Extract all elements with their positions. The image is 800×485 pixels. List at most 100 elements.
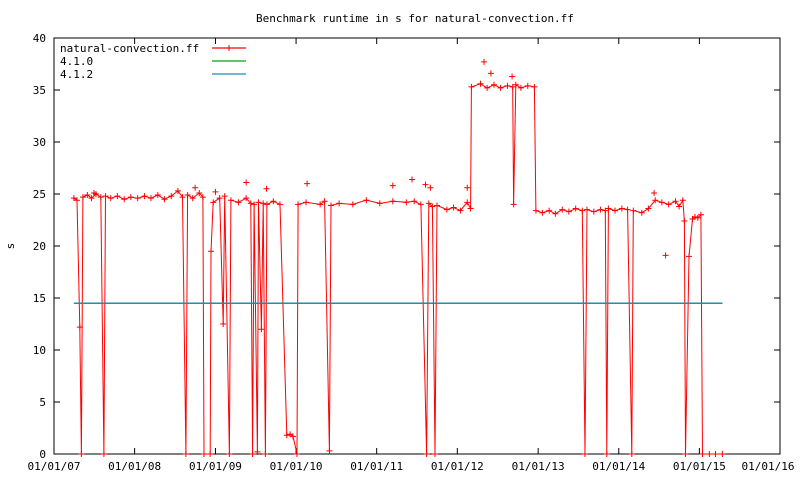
data-point xyxy=(583,206,590,213)
y-axis-label: s xyxy=(4,243,17,250)
y-tick-label: 0 xyxy=(39,448,46,461)
legend-label-0: natural-convection.ff xyxy=(60,42,199,55)
y-tick-label: 15 xyxy=(33,292,46,305)
data-point xyxy=(597,206,604,213)
data-point xyxy=(512,81,519,88)
y-axis: 0 5 10 15 20 25 30 35 40 xyxy=(33,32,780,461)
data-point xyxy=(510,201,517,208)
data-point xyxy=(572,205,579,212)
data-point xyxy=(196,189,203,196)
legend: natural-convection.ff4.1.04.1.2 xyxy=(60,42,246,81)
data-point xyxy=(579,207,586,214)
data-point xyxy=(107,195,114,202)
data-point xyxy=(559,206,566,213)
data-point xyxy=(220,321,227,327)
data-point xyxy=(121,196,128,203)
data-point xyxy=(504,82,511,89)
data-point xyxy=(665,201,672,208)
data-point xyxy=(79,194,86,201)
data-point xyxy=(467,205,474,212)
data-point xyxy=(546,207,553,214)
data-point xyxy=(88,195,95,202)
x-tick-label: 01/01/16 xyxy=(742,460,795,473)
data-point xyxy=(630,207,637,214)
x-axis: 01/01/07 01/01/08 01/01/09 01/01/10 01/01/11… xyxy=(28,38,795,473)
data-point xyxy=(179,194,186,201)
data-point xyxy=(694,214,701,221)
data-point xyxy=(147,195,154,202)
data-point xyxy=(114,193,121,200)
data-point xyxy=(249,451,256,457)
data-point xyxy=(509,73,516,80)
data-point xyxy=(90,189,97,196)
data-point xyxy=(258,326,265,333)
data-point xyxy=(263,201,270,208)
data-point xyxy=(638,209,645,216)
x-tick-label: 01/01/11 xyxy=(350,460,403,473)
data-point xyxy=(679,197,686,204)
data-point xyxy=(243,195,250,202)
data-point xyxy=(497,84,504,91)
data-point xyxy=(658,199,665,206)
data-point xyxy=(200,451,207,457)
data-point xyxy=(199,194,206,201)
data-point xyxy=(464,184,471,191)
y-tick-label: 30 xyxy=(33,136,46,149)
data-point xyxy=(429,203,436,210)
y-tick-label: 35 xyxy=(33,84,46,97)
data-point xyxy=(161,196,168,203)
data-point xyxy=(706,451,713,457)
data-point xyxy=(221,193,228,200)
y-tick-label: 25 xyxy=(33,188,46,201)
data-point xyxy=(247,200,254,207)
data-point xyxy=(84,192,91,199)
data-point xyxy=(532,207,539,214)
data-point xyxy=(295,201,302,208)
data-point xyxy=(477,80,484,87)
data-point xyxy=(612,207,619,214)
x-tick-label: 01/01/12 xyxy=(431,460,484,473)
data-point xyxy=(263,185,270,192)
y-tick-label: 40 xyxy=(33,32,46,45)
data-point xyxy=(349,201,356,208)
y-tick-label: 20 xyxy=(33,240,46,253)
data-point xyxy=(376,200,383,207)
data-point xyxy=(524,82,531,89)
data-point xyxy=(403,199,410,206)
data-point xyxy=(260,200,267,207)
data-point xyxy=(168,193,175,200)
data-point xyxy=(182,451,189,457)
data-point xyxy=(686,253,693,260)
data-point xyxy=(336,200,343,207)
data-point xyxy=(590,208,597,215)
data-point xyxy=(154,192,161,199)
data-point xyxy=(539,209,546,216)
data-point xyxy=(78,451,85,457)
data-point xyxy=(208,248,215,255)
data-point xyxy=(719,451,726,457)
data-point xyxy=(651,189,658,196)
y-tick-label: 10 xyxy=(33,344,46,357)
data-point xyxy=(243,179,250,186)
data-point xyxy=(100,451,107,457)
data-point xyxy=(517,84,524,91)
data-point xyxy=(134,195,141,202)
data-point xyxy=(468,83,475,90)
data-point xyxy=(389,182,396,189)
data-point xyxy=(605,205,612,212)
data-point xyxy=(481,58,488,65)
chart-title: Benchmark runtime in s for natural-conve… xyxy=(256,12,574,25)
data-point xyxy=(226,451,233,457)
data-point xyxy=(652,197,659,204)
data-point xyxy=(270,198,277,205)
data-point xyxy=(624,206,631,213)
data-point xyxy=(645,205,652,212)
data-point xyxy=(681,218,688,225)
data-point xyxy=(141,193,148,200)
x-tick-label: 01/01/07 xyxy=(28,460,81,473)
data-point xyxy=(676,203,683,210)
data-point xyxy=(102,193,109,200)
data-point xyxy=(283,432,290,439)
data-point xyxy=(417,201,424,208)
